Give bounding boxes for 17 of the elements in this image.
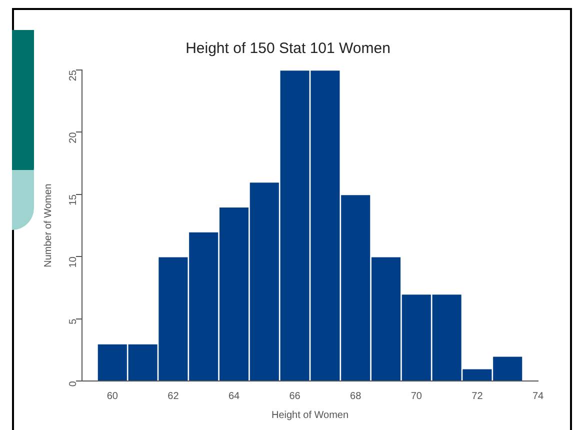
x-tick-label: 66	[289, 390, 301, 402]
y-tick-label: 0	[68, 380, 79, 387]
x-tick-label: 68	[350, 390, 362, 402]
y-tick-label: 25	[68, 70, 79, 82]
x-axis-title: Height of Women	[271, 410, 349, 421]
x-tick-label: 64	[228, 390, 240, 402]
y-tick-label: 5	[68, 318, 79, 324]
y-tick-label: 20	[68, 132, 79, 144]
x-tick-label: 74	[532, 390, 544, 402]
y-axis-title: Number of Women	[42, 184, 54, 268]
chart-title: Height of 150 Stat 101 Women	[186, 40, 390, 58]
y-tick-label: 15	[68, 194, 79, 206]
x-tick-label: 70	[410, 390, 422, 402]
x-tick-label: 72	[472, 390, 484, 402]
x-tick-label: 62	[168, 390, 180, 402]
x-tick-label: 60	[106, 390, 118, 402]
y-tick-label: 10	[68, 256, 79, 268]
